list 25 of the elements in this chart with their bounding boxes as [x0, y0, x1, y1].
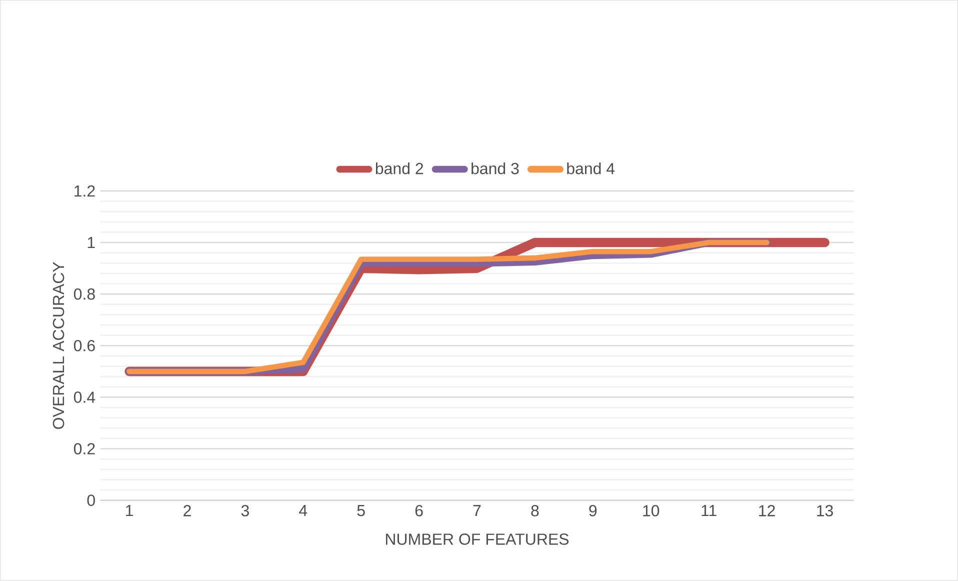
- x-tick-label: 2: [184, 505, 191, 516]
- legend-label: band 2: [376, 162, 424, 174]
- x-tick-label: 10: [643, 505, 660, 517]
- y-tick-label: 1: [88, 237, 95, 248]
- legend-label: band 3: [472, 162, 519, 174]
- x-tick-label: 11: [702, 505, 716, 516]
- y-tick-label: 1.2: [74, 186, 95, 197]
- y-tick-label: 0.6: [74, 340, 95, 352]
- x-tick-label: 13: [817, 505, 833, 517]
- y-tick-label: 0.4: [74, 392, 96, 404]
- x-tick-label: 8: [531, 505, 539, 517]
- x-tick-label: 7: [473, 505, 481, 516]
- y-axis-title: OVERALL ACCURACY: [52, 262, 64, 430]
- x-axis-title: NUMBER OF FEATURES: [386, 534, 569, 546]
- x-tick-label: 6: [415, 505, 423, 517]
- y-tick-label: 0.8: [74, 288, 95, 300]
- x-tick-label: 9: [589, 505, 597, 517]
- y-tick-label: 0: [87, 494, 95, 506]
- legend-label: band 4: [567, 162, 615, 174]
- y-tick-label: 0.2: [74, 443, 95, 455]
- x-tick-label: 1: [126, 505, 133, 516]
- x-tick-label: 3: [241, 505, 249, 517]
- x-tick-label: 4: [299, 505, 308, 516]
- x-tick-label: 12: [759, 505, 775, 516]
- x-tick-label: 5: [357, 505, 365, 516]
